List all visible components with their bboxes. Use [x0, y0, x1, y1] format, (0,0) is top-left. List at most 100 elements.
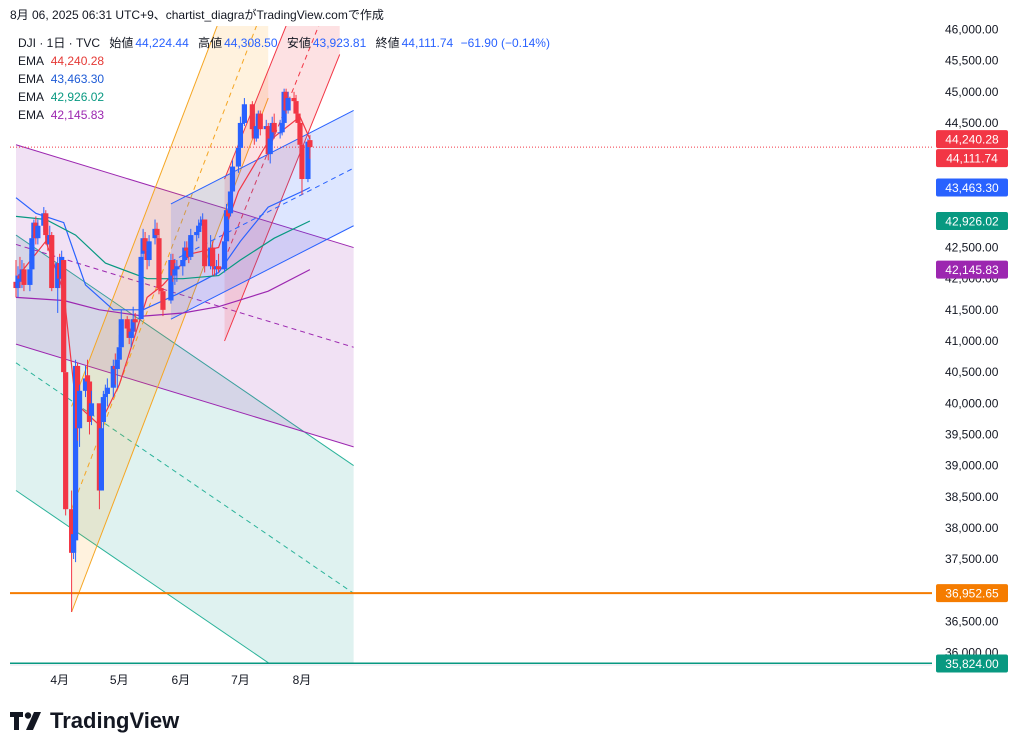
- channel-lower-line: [224, 54, 341, 342]
- candle-body: [241, 104, 247, 123]
- price-label-box: [936, 178, 1008, 197]
- candle-body: [27, 269, 33, 285]
- tradingview-logo[interactable]: TradingView: [10, 708, 179, 734]
- candle-body: [229, 166, 236, 192]
- candle-body: [198, 222, 204, 226]
- x-tick-label: 8月: [293, 673, 312, 687]
- candle-body: [29, 238, 35, 270]
- candle-body: [277, 132, 283, 134]
- price-label-box: [936, 260, 1008, 279]
- price-label: 44,111.74: [936, 149, 1008, 168]
- candle-body: [295, 113, 301, 123]
- price-label: 43,463.30: [936, 178, 1008, 197]
- candle-body: [194, 231, 200, 236]
- candle-body: [285, 98, 291, 111]
- tradingview-logo-icon: [10, 712, 41, 730]
- candle-body: [130, 319, 136, 332]
- ema-label: EMA: [18, 72, 44, 86]
- ema-label: EMA: [18, 90, 44, 104]
- open-label: 始値: [109, 36, 134, 50]
- candle-body: [279, 122, 285, 133]
- y-tick-label: 39,500.00: [945, 427, 999, 441]
- ema-label: EMA: [18, 54, 44, 68]
- channel-fill: [224, 26, 340, 341]
- ohlc-row: DJI · 1日 · TVC 始値 44,224.44 高値 44,308.50 安…: [18, 34, 550, 52]
- candle: [241, 98, 247, 127]
- y-tick-label: 39,000.00: [945, 459, 999, 473]
- change-value: −61.90 (−0.14%): [460, 36, 550, 50]
- candle-body: [237, 122, 244, 148]
- price-label: 35,824.00: [936, 654, 1008, 673]
- price-label-text: 43,463.30: [945, 181, 999, 195]
- ema-row[interactable]: EMA 42,926.02: [18, 88, 550, 106]
- candle: [98, 421, 104, 491]
- price-label-box: [936, 130, 1008, 149]
- y-tick-label: 46,000.00: [945, 23, 999, 37]
- y-tick-label: 38,500.00: [945, 490, 999, 504]
- candle: [188, 228, 194, 261]
- ema-line: [15, 186, 311, 311]
- candle-body: [43, 213, 49, 236]
- channel-upper-line: [71, 26, 218, 407]
- candle: [63, 372, 69, 516]
- ema-row[interactable]: EMA 44,240.28: [18, 52, 550, 70]
- candle: [76, 384, 83, 447]
- x-tick-label: 7月: [231, 673, 250, 687]
- candle-body: [249, 104, 255, 130]
- price-label-box: [936, 584, 1008, 603]
- symbol-label[interactable]: DJI · 1日 · TVC: [18, 36, 101, 50]
- candle: [174, 260, 180, 282]
- candle-body: [128, 331, 134, 338]
- candle: [215, 253, 222, 273]
- candle: [49, 231, 55, 292]
- candle-body: [235, 147, 242, 167]
- candle-body: [82, 378, 89, 391]
- price-label-box: [936, 212, 1008, 231]
- channel-fill: [16, 144, 354, 447]
- channel-fill: [16, 235, 354, 664]
- candle: [202, 219, 208, 273]
- channel-orange: [71, 26, 269, 613]
- candle-body: [104, 387, 110, 394]
- candle: [271, 113, 277, 139]
- candle-body: [239, 122, 246, 124]
- ema-row[interactable]: EMA 43,463.30: [18, 70, 550, 88]
- candle-body: [196, 225, 202, 232]
- y-tick-label: 38,000.00: [945, 521, 999, 535]
- candle-body: [15, 275, 21, 289]
- candle-body: [98, 428, 104, 491]
- channel-median-line: [71, 26, 257, 510]
- ema-row[interactable]: EMA 42,145.83: [18, 106, 550, 124]
- candle: [307, 134, 313, 159]
- candle: [21, 263, 27, 292]
- candle-body: [180, 260, 186, 267]
- candle-body: [227, 191, 234, 214]
- candle-body: [158, 288, 164, 292]
- candle: [182, 241, 188, 267]
- y-tick-label: 41,500.00: [945, 303, 999, 317]
- candle-body: [124, 319, 130, 329]
- candle-body: [21, 269, 27, 285]
- candle-body: [114, 359, 120, 370]
- candle-body: [267, 138, 273, 155]
- x-tick-label: 6月: [171, 673, 190, 687]
- candle-body: [142, 238, 148, 251]
- candle-body: [138, 256, 144, 320]
- candle: [156, 235, 162, 295]
- channel-fill: [71, 26, 269, 613]
- y-tick-label: 45,500.00: [945, 54, 999, 68]
- candle: [146, 235, 152, 267]
- candle-body: [76, 390, 83, 429]
- candle: [15, 266, 21, 298]
- candle-body: [184, 247, 190, 251]
- price-label-box: [936, 149, 1008, 168]
- price-chart[interactable]: 36,000.0036,500.0037,000.0037,500.0038,0…: [0, 0, 1024, 700]
- candle: [237, 116, 244, 151]
- channel-lower-line: [15, 343, 354, 448]
- candle-body: [69, 509, 75, 553]
- candle-body: [305, 141, 311, 180]
- candle-body: [86, 381, 93, 422]
- candle-body: [202, 219, 208, 267]
- channel-lower-line: [170, 225, 354, 320]
- chart-header: 8月 06, 2025 06:31 UTC+9、chartist_diagraが…: [10, 8, 384, 22]
